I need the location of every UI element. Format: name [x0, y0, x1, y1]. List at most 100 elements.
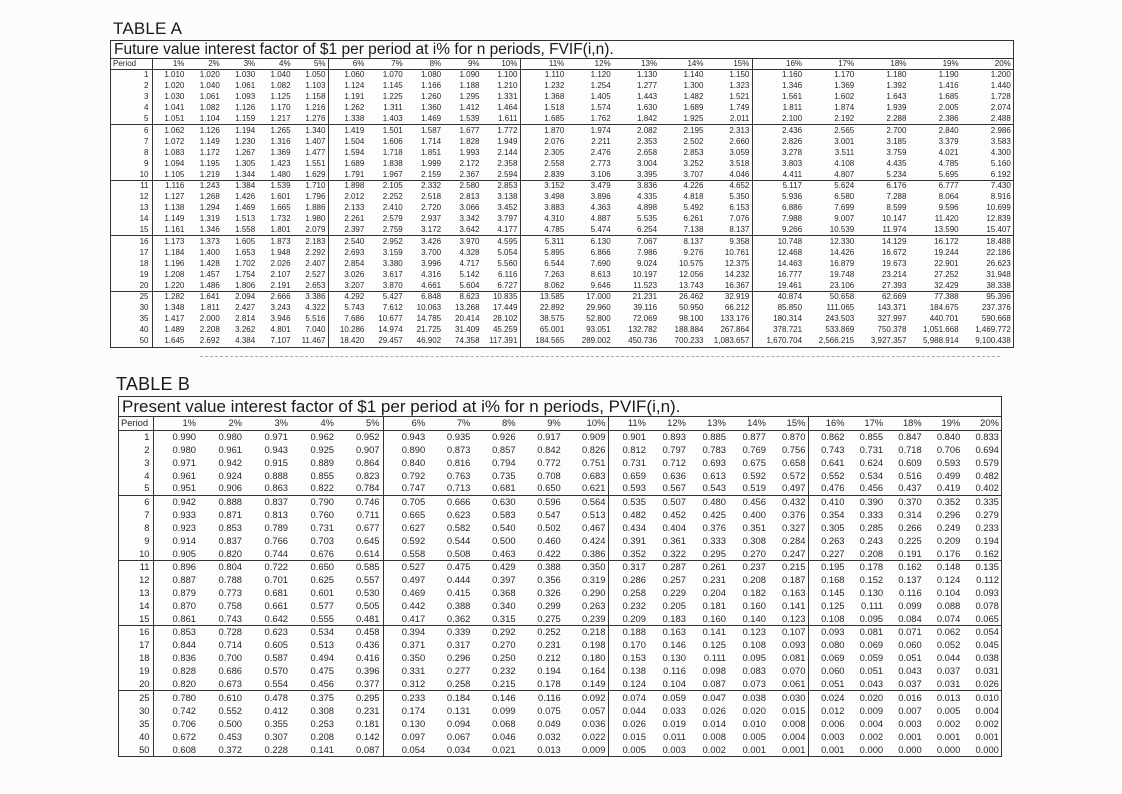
- factor-cell: 3.642: [459, 225, 480, 235]
- table-a-fvif: Future value interest factor of $1 per p…: [110, 40, 1014, 348]
- factor-cell: 1.967: [382, 169, 403, 179]
- table-row: 4 1.041 1.082 1.126 1.170 1.216 1.262 1.311 1.36…: [111, 102, 1014, 114]
- factor-cell: 0.552: [218, 704, 242, 716]
- factor-cell: 5.350: [729, 192, 750, 202]
- factor-cell: 0.456: [728, 494, 769, 509]
- factor-cell: 0.587: [264, 652, 288, 664]
- factor-cell: 0.593: [608, 482, 649, 496]
- factor-cell: 16.777: [752, 269, 806, 281]
- factor-cell: 0.130: [382, 717, 429, 731]
- period-cell: 4: [111, 102, 153, 114]
- period-cell: 15: [119, 612, 154, 626]
- factor-cell: 0.142: [356, 730, 380, 742]
- rate-header: 2%: [187, 59, 223, 70]
- factor-cell: 19.673: [881, 258, 907, 268]
- factor-cell: 0.390: [847, 494, 887, 509]
- factor-cell: 0.257: [662, 574, 686, 586]
- factor-cell: 6.176: [857, 179, 910, 192]
- factor-cell: 1.200: [990, 70, 1011, 80]
- factor-cell: 0.312: [382, 677, 429, 691]
- factor-cell: 0.060: [808, 664, 848, 678]
- factor-cell: 1.319: [199, 214, 220, 224]
- factor-cell: 2.693: [328, 247, 368, 259]
- factor-cell: 0.842: [537, 443, 561, 455]
- factor-cell: 0.002: [859, 730, 884, 742]
- factor-cell: 1.090: [459, 70, 480, 80]
- factor-cell: 0.516: [898, 469, 922, 481]
- factor-cell: 10.539: [829, 225, 855, 235]
- factor-cell: 14.974: [378, 325, 403, 335]
- factor-cell: 0.178: [537, 678, 561, 690]
- factor-cell: 1.561: [752, 91, 806, 103]
- factor-cell: 1.050: [305, 70, 326, 80]
- factor-cell: 0.579: [975, 456, 999, 468]
- factor-cell: 0.095: [742, 652, 766, 664]
- factor-cell: 5.743: [328, 302, 368, 314]
- factor-cell: 0.666: [428, 494, 474, 509]
- factor-cell: 1.949: [497, 136, 518, 146]
- factor-cell: 0.718: [898, 443, 922, 455]
- factor-cell: 0.596: [518, 494, 564, 509]
- rate-header: 11%: [608, 417, 649, 431]
- factor-cell: 1.486: [199, 280, 220, 290]
- factor-cell: 0.784: [356, 482, 380, 494]
- factor-cell: 74.358: [455, 336, 480, 346]
- factor-cell: 5.492: [683, 203, 704, 213]
- factor-cell: 2.353: [637, 136, 658, 146]
- table-row: 7 1.072 1.149 1.230 1.316 1.407 1.504 1.606 1.71…: [111, 136, 1014, 148]
- factor-cell: 0.081: [781, 652, 806, 664]
- factor-cell: 0.026: [975, 678, 999, 690]
- factor-cell: 0.051: [808, 677, 848, 691]
- factor-cell: 0.497: [781, 482, 806, 494]
- factor-cell: 2.288: [886, 114, 907, 124]
- period-cell: 40: [111, 324, 153, 336]
- factor-cell: 1.754: [235, 269, 256, 279]
- rate-header: 14%: [728, 417, 769, 431]
- factor-cell: 3.883: [520, 202, 568, 214]
- factor-cell: 2.488: [990, 114, 1011, 124]
- factor-cell: 0.037: [936, 665, 961, 677]
- factor-cell: 0.424: [581, 534, 606, 546]
- factor-cell: 1.423: [270, 158, 291, 168]
- factor-cell: 14.232: [724, 269, 750, 279]
- period-cell: 35: [111, 313, 153, 325]
- factor-cell: 0.032: [537, 730, 561, 742]
- factor-cell: 11.467: [301, 336, 326, 346]
- factor-cell: 0.315: [492, 612, 516, 624]
- factor-cell: 0.160: [742, 600, 766, 612]
- factor-cell: 0.047: [688, 690, 729, 704]
- period-cell: 16: [119, 625, 154, 639]
- factor-cell: 0.228: [264, 743, 288, 755]
- factor-cell: 0.081: [847, 625, 887, 639]
- factor-cell: 0.747: [382, 482, 429, 496]
- factor-cell: 1.594: [328, 147, 368, 159]
- factor-cell: 0.061: [781, 678, 806, 690]
- factor-cell: 0.476: [808, 482, 848, 496]
- factor-cell: 1.149: [164, 214, 185, 224]
- factor-cell: 2.026: [270, 258, 291, 268]
- factor-cell: 1.305: [235, 158, 256, 168]
- factor-cell: 1.629: [305, 169, 326, 179]
- factor-cell: 0.415: [446, 587, 471, 599]
- factor-cell: 1.190: [938, 70, 959, 80]
- factor-cell: 1.060: [328, 69, 368, 81]
- rate-header: 5%: [337, 417, 383, 431]
- factor-cell: 0.760: [310, 508, 334, 520]
- factor-cell: 0.170: [608, 638, 649, 652]
- factor-cell: 0.044: [608, 703, 649, 718]
- factor-cell: 2.407: [305, 258, 326, 268]
- factor-cell: 14.463: [752, 258, 806, 270]
- factor-cell: 7.040: [305, 325, 326, 335]
- factor-cell: 0.636: [662, 469, 686, 481]
- factor-cell: 3.185: [886, 136, 907, 146]
- factor-cell: 0.093: [781, 639, 806, 651]
- table-row: 18 0.836 0.700 0.587 0.494 0.416 0.350 0.296 0.2…: [119, 651, 1002, 665]
- factor-cell: 133.176: [720, 314, 750, 324]
- period-cell: 1: [111, 69, 153, 81]
- factor-cell: 11.974: [882, 225, 907, 235]
- factor-cell: 1.159: [235, 114, 256, 124]
- table-b-title: Present value interest factor of $1 per …: [119, 397, 1001, 417]
- factor-cell: 1.806: [235, 280, 256, 290]
- table-row: 11 1.116 1.243 1.384 1.539 1.710 1.898 2.105 2.3…: [111, 179, 1014, 192]
- factor-cell: 1.180: [886, 70, 907, 80]
